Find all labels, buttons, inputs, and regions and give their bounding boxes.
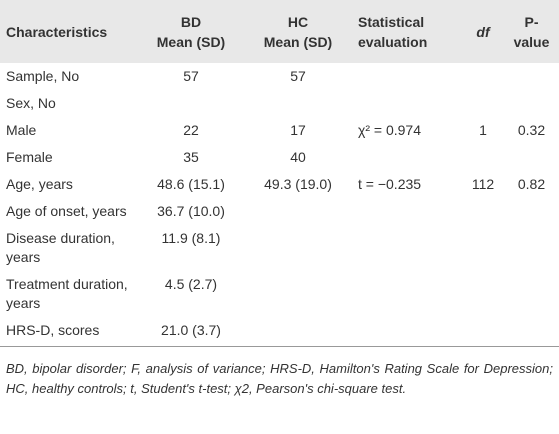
table-cell [504,198,559,225]
table-row: Age, years 48.6 (15.1) 49.3 (19.0) t = −0.2… [0,171,559,198]
table-cell: χ² = 0.974 [358,122,421,138]
table-cell: 36.7 (10.0) [157,203,225,219]
table-cell [462,144,504,171]
header-text: P-value [513,13,550,50]
table-cell [242,198,354,225]
table-cell [354,271,462,317]
header-text: Mean (SD) [263,33,333,50]
table-cell: Treatment duration, years [6,276,128,311]
table-cell [504,271,559,317]
table-cell: t = −0.235 [358,176,422,192]
table-cell [354,90,462,117]
table-cell [504,63,559,90]
header-text: BD [180,13,202,30]
table-cell: Age of onset, years [6,203,127,219]
header-cell: P-value [504,0,559,63]
table-row: Age of onset, years 36.7 (10.0) [0,198,559,225]
table-cell [504,225,559,271]
table-cell: 11.9 (8.1) [161,230,221,246]
table-cell: Sample, No [6,68,80,84]
header-cell: HC Mean (SD) [242,0,354,63]
table-cell [242,225,354,271]
table-cell [504,317,559,347]
table-cell: 0.82 [517,176,546,192]
header-text: Mean (SD) [156,33,226,50]
table-cell [242,317,354,347]
table-cell: 22 [183,122,199,138]
table-cell: 112 [471,176,495,192]
table-cell [462,271,504,317]
table-header: Characteristics BD Mean (SD) HC Mean (SD) Sta… [0,0,559,63]
table-cell [140,90,242,117]
table-cell: 17 [290,122,306,138]
table-cell [354,225,462,271]
table-cell: 57 [290,68,306,84]
table-cell: Sex, No [6,95,56,111]
table-cell [462,90,504,117]
table-cell: Disease duration, years [6,230,115,265]
table-row: Male 22 17 χ² = 0.974 1 0.32 [0,117,559,144]
table-cell [354,198,462,225]
table-row: Sample, No 57 57 [0,63,559,90]
table-cell: 48.6 (15.1) [157,176,225,192]
table-cell [242,90,354,117]
table-cell: 1 [479,122,487,138]
table-row: Female 35 40 [0,144,559,171]
header-text: HC [287,13,309,30]
footnote: BD, bipolar disorder; F, analysis of var… [6,361,553,396]
table: Characteristics BD Mean (SD) HC Mean (SD) Sta… [0,0,559,347]
table-row: Treatment duration, years 4.5 (2.7) [0,271,559,317]
table-cell [504,90,559,117]
table-cell [462,63,504,90]
table-cell [462,317,504,347]
table-cell: 0.32 [517,122,546,138]
table-cell: Female [6,149,53,165]
table-row: Disease duration, years 11.9 (8.1) [0,225,559,271]
header-text: Characteristics [6,23,108,40]
table-cell: Age, years [6,176,73,192]
header-text: evaluation [358,33,428,50]
header-cell: Characteristics [0,0,140,63]
table-cell: 35 [183,149,199,165]
table-cell [354,144,462,171]
header-cell: Statistical evaluation [354,0,462,63]
table-cell: 49.3 (19.0) [264,176,332,192]
header-cell: df [462,0,504,63]
table-cell: HRS-D, scores [0,317,140,347]
table-row: Sex, No [0,90,559,117]
table-cell: 40 [290,149,306,165]
header-cell: BD Mean (SD) [140,0,242,63]
table-body: Sample, No 57 57 Sex, No Male 22 17 χ² = 0.974 1… [0,63,559,347]
table-cell [504,144,559,171]
table-cell [242,271,354,317]
table-cell: 21.0 (3.7) [140,317,242,347]
header-text: df [476,23,490,40]
header-text: Statistical [358,13,425,30]
table-cell [354,63,462,90]
table-row: HRS-D, scores 21.0 (3.7) [0,317,559,347]
table-cell: Male [6,122,37,138]
header-row: Characteristics BD Mean (SD) HC Mean (SD) Sta… [0,0,559,63]
table-cell: 4.5 (2.7) [164,276,218,292]
table-cell [462,198,504,225]
table-cell: 57 [183,68,199,84]
table-cell [354,317,462,347]
table-cell [462,225,504,271]
